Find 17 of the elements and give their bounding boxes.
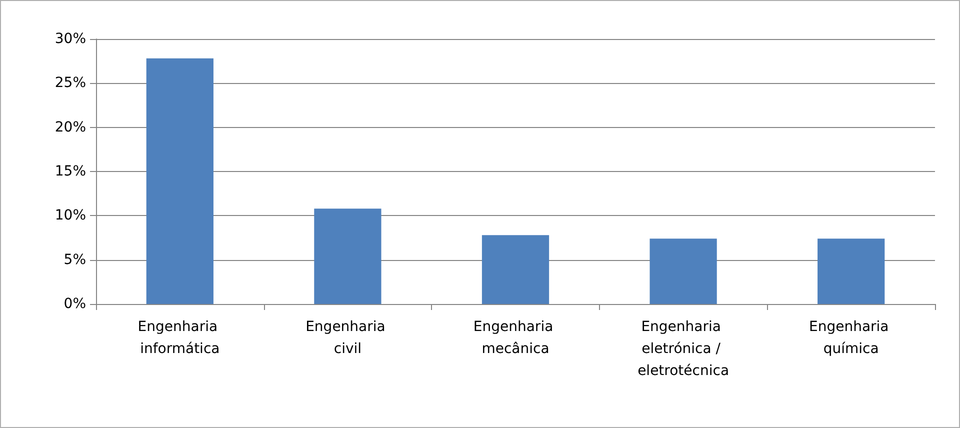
y-tick-label: 5% (64, 252, 86, 268)
x-tick-label: Engenharia informática (138, 319, 222, 357)
y-tick-label: 10% (54, 208, 86, 224)
x-tick-label: Engenharia civil (306, 319, 390, 357)
x-tick-label: Engenharia química (808, 319, 894, 357)
bar (314, 208, 382, 304)
y-tick-label: 25% (54, 75, 86, 92)
x-tick-label: Engenharia mecânica (473, 319, 558, 357)
bar (650, 238, 717, 304)
y-tick-label: 15% (54, 164, 86, 180)
y-tick-label: 0% (64, 296, 86, 312)
x-tick-label: Engenharia eletrónica / eletrotécnica (638, 319, 730, 379)
y-tick-label: 20% (54, 119, 86, 136)
bar (146, 58, 214, 304)
bar (818, 238, 885, 304)
y-tick-label: 30% (54, 31, 86, 47)
bar (482, 235, 550, 304)
